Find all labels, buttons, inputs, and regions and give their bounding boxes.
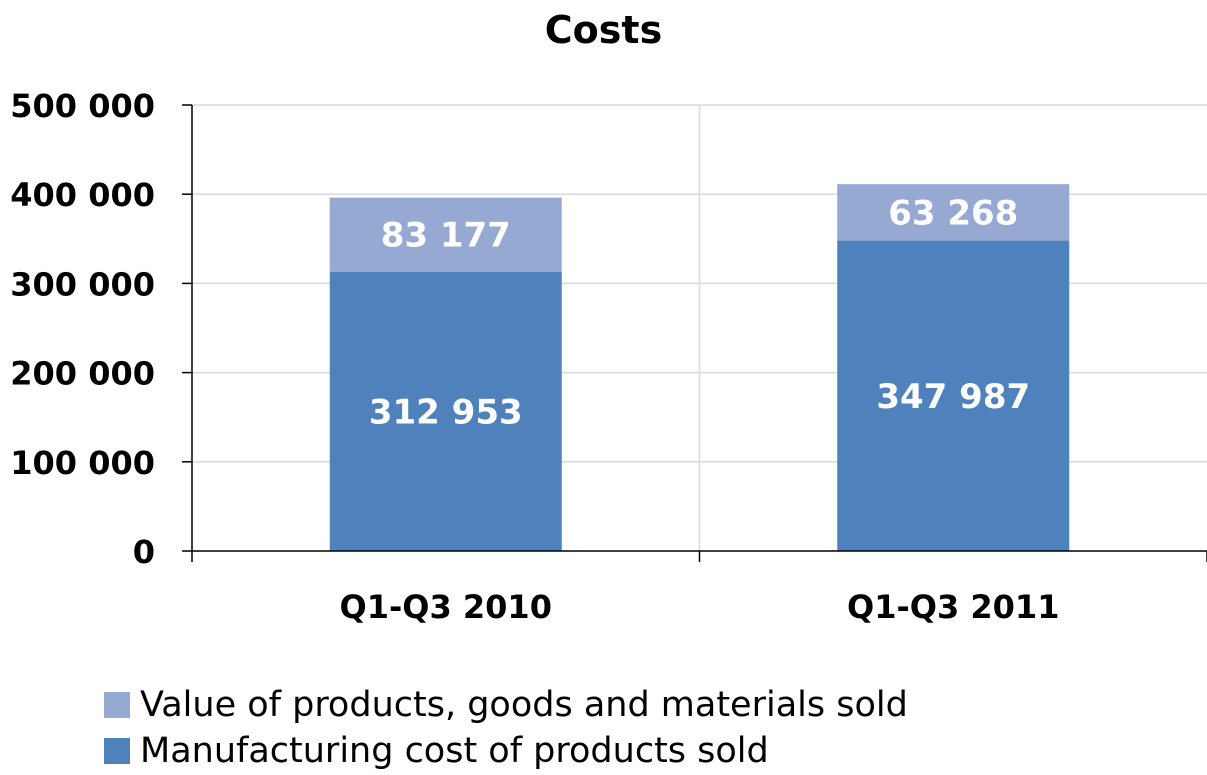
bar-2-1: [329, 197, 562, 272]
y-tick-label-1: 100 000: [10, 444, 155, 482]
data-label-2-2: 63 268: [888, 193, 1018, 233]
legend-label-manufacturing-cost: Manufacturing cost of products sold: [140, 731, 769, 771]
bar-1-2: [837, 240, 1070, 552]
legend-label-value-of-products: Value of products, goods and materials s…: [140, 685, 908, 725]
bar-1-1: [329, 271, 562, 551]
data-label-1-2: 347 987: [876, 377, 1030, 417]
legend: Value of products, goods and materials s…: [104, 682, 908, 774]
x-tick-label-1: Q1-Q3 2010: [340, 588, 552, 626]
legend-item-manufacturing-cost: Manufacturing cost of products sold: [104, 728, 908, 774]
bar-2-2: [837, 184, 1070, 241]
legend-swatch-value-of-products: [104, 692, 130, 718]
legend-item-value-of-products: Value of products, goods and materials s…: [104, 682, 908, 728]
chart-title: Costs: [544, 8, 663, 52]
x-tick-label-2: Q1-Q3 2011: [847, 588, 1059, 626]
y-tick-label-4: 400 000: [10, 176, 155, 214]
y-tick-label-2: 200 000: [10, 355, 155, 393]
legend-swatch-manufacturing-cost: [104, 738, 130, 764]
data-label-1-1: 312 953: [369, 392, 523, 432]
y-tick-label-3: 300 000: [10, 265, 155, 303]
data-label-2-1: 83 177: [381, 216, 511, 256]
y-tick-label-5: 500 000: [10, 87, 155, 125]
y-tick-label-0: 0: [133, 533, 155, 571]
